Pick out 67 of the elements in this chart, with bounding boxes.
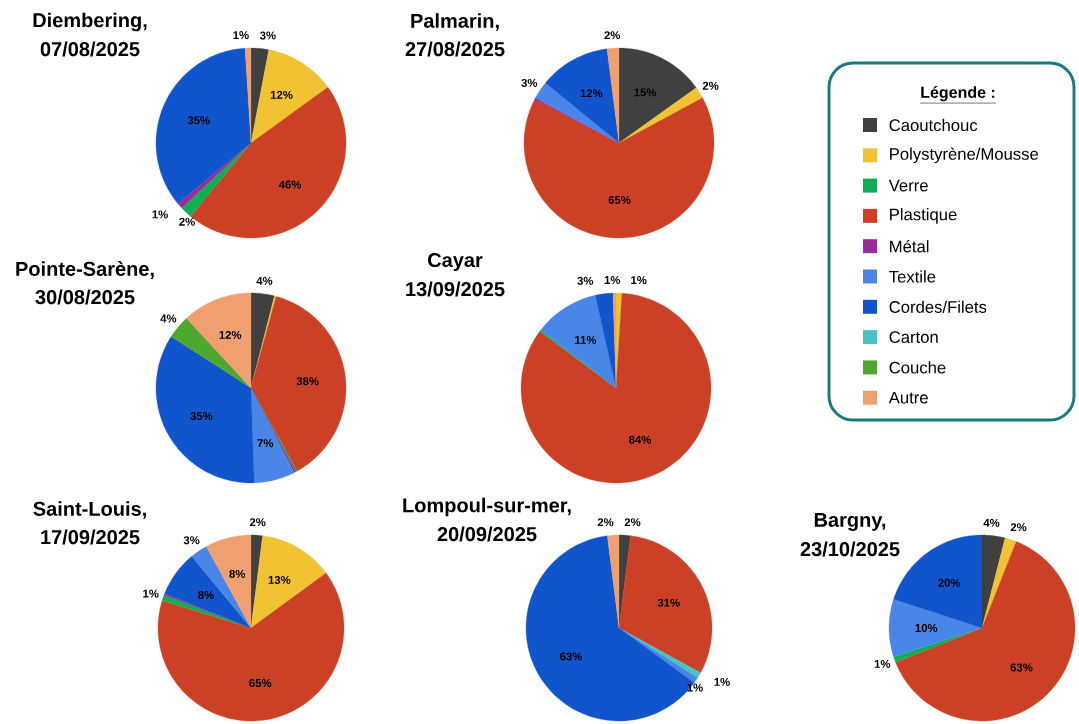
data-label: 1% — [152, 210, 168, 219]
chart-subtitle: 27/08/2025 — [405, 41, 505, 57]
chart-title: Saint-Louis, — [33, 501, 146, 519]
data-label: 38% — [296, 377, 319, 386]
data-label: 4% — [160, 314, 177, 323]
category-label: Couche — [889, 361, 946, 374]
chart-subtitle: 17/09/2025 — [41, 529, 140, 545]
category-label: Caoutchouc — [889, 118, 978, 132]
chart-subtitle: 13/09/2025 — [406, 281, 505, 297]
category-label: Autre — [888, 391, 928, 404]
category-label: Verre — [888, 179, 928, 192]
data-label: 1% — [143, 589, 159, 598]
text: 23/10/2025 — [800, 541, 900, 557]
data-label: 12% — [219, 330, 242, 339]
chart-title: Lompoul-sur-mer, — [403, 497, 571, 517]
data-label: 1% — [233, 31, 249, 40]
data-label: 7% — [257, 439, 274, 448]
data-label: 3% — [521, 78, 538, 87]
data-label: 2% — [179, 217, 195, 226]
data-label: 12% — [270, 90, 293, 99]
data-label: 8% — [229, 569, 246, 578]
data-label: 20% — [938, 578, 961, 587]
text: 30/08/2025 — [35, 289, 135, 305]
data-label: 84% — [629, 435, 652, 444]
chart-subtitle: 07/08/2025 — [40, 41, 140, 57]
data-label: 63% — [560, 652, 583, 661]
data-label: 12% — [580, 89, 603, 98]
data-label: 2% — [604, 31, 621, 40]
data-label: 13% — [268, 575, 291, 584]
data-label: 15% — [634, 88, 657, 97]
data-label: 35% — [187, 116, 210, 125]
data-label: 2% — [249, 518, 266, 527]
data-label: 31% — [657, 598, 680, 607]
chart-title: Pointe-Sarène, — [16, 261, 154, 279]
data-label: 2% — [702, 81, 719, 90]
category-label: Carton — [889, 331, 938, 343]
data-label: 2% — [1010, 523, 1027, 532]
data-label: 65% — [608, 195, 631, 204]
data-label: 1% — [714, 677, 730, 686]
data-label: 2% — [597, 518, 614, 527]
data-label: 2% — [624, 518, 641, 527]
chart-title: Cayar — [428, 252, 483, 272]
chart-subtitle: 20/09/2025 — [437, 526, 537, 542]
data-label: 3% — [183, 536, 200, 545]
data-label: 3% — [259, 31, 276, 40]
data-label: 11% — [575, 335, 597, 344]
category-label: Plastique — [890, 208, 957, 224]
chart-title: Diembering, — [33, 12, 147, 32]
data-label: 46% — [278, 180, 302, 189]
data-label: 4% — [256, 276, 273, 285]
category-label: Métal — [890, 239, 929, 253]
category-label: Cordes/Filets — [889, 300, 987, 313]
data-label: 8% — [198, 591, 214, 600]
category-label: Textile — [889, 270, 936, 283]
data-label: 65% — [249, 679, 272, 688]
data-label: 1% — [874, 659, 891, 668]
data-label: 1% — [604, 276, 621, 284]
data-label: 3% — [577, 276, 594, 285]
data-label: 63% — [1010, 663, 1033, 672]
data-label: 4% — [983, 518, 1000, 527]
category-label: Polystyrène/Mousse — [890, 147, 1039, 164]
legend-title: Légende : — [921, 86, 995, 102]
chart-title: Palmarin, — [411, 13, 499, 31]
data-label: 1% — [631, 276, 647, 285]
data-label: 35% — [190, 412, 213, 421]
chart-title: Bargny, — [814, 513, 886, 531]
data-label: 10% — [915, 623, 938, 632]
